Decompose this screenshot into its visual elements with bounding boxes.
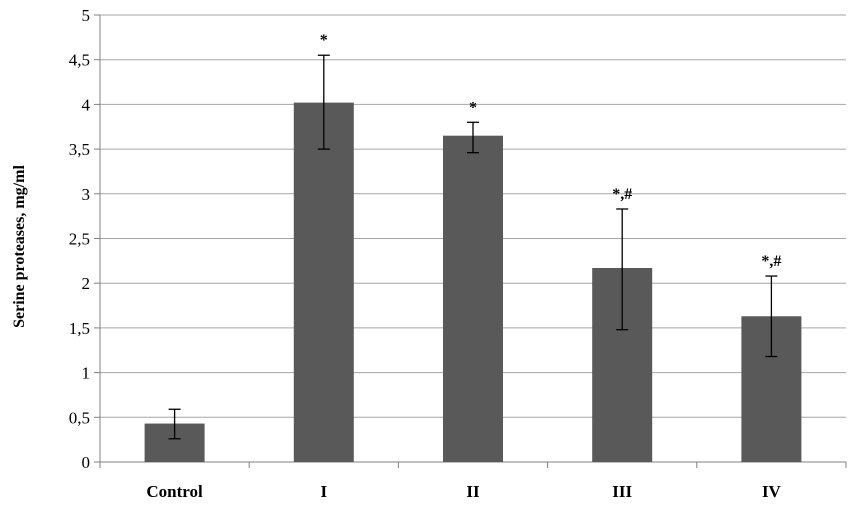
y-tick-label: 3,5 [69,140,90,159]
category-label: Control [146,482,203,501]
significance-annotation: *,# [761,253,781,270]
y-tick-label: 2,5 [69,230,90,249]
y-tick-label: 1,5 [69,319,90,338]
significance-annotation: *,# [612,186,632,203]
y-tick-label: 0,5 [69,408,90,427]
y-axis-title: Serine proteases, mg/ml [11,165,28,328]
y-tick-label: 5 [82,6,91,25]
category-label: III [612,482,632,501]
significance-annotation: * [320,32,328,49]
bar-ii [443,135,503,462]
category-label: I [320,482,327,501]
y-tick-label: 2 [82,274,91,293]
significance-annotation: * [469,99,477,116]
bar-i [293,102,354,462]
category-label: II [466,482,480,501]
y-tick-label: 1 [82,364,91,383]
category-label: IV [762,482,782,501]
y-tick-label: 3 [82,185,91,204]
y-tick-label: 4 [82,95,91,114]
y-tick-label: 4,5 [69,51,90,70]
y-tick-label: 0 [82,453,91,472]
